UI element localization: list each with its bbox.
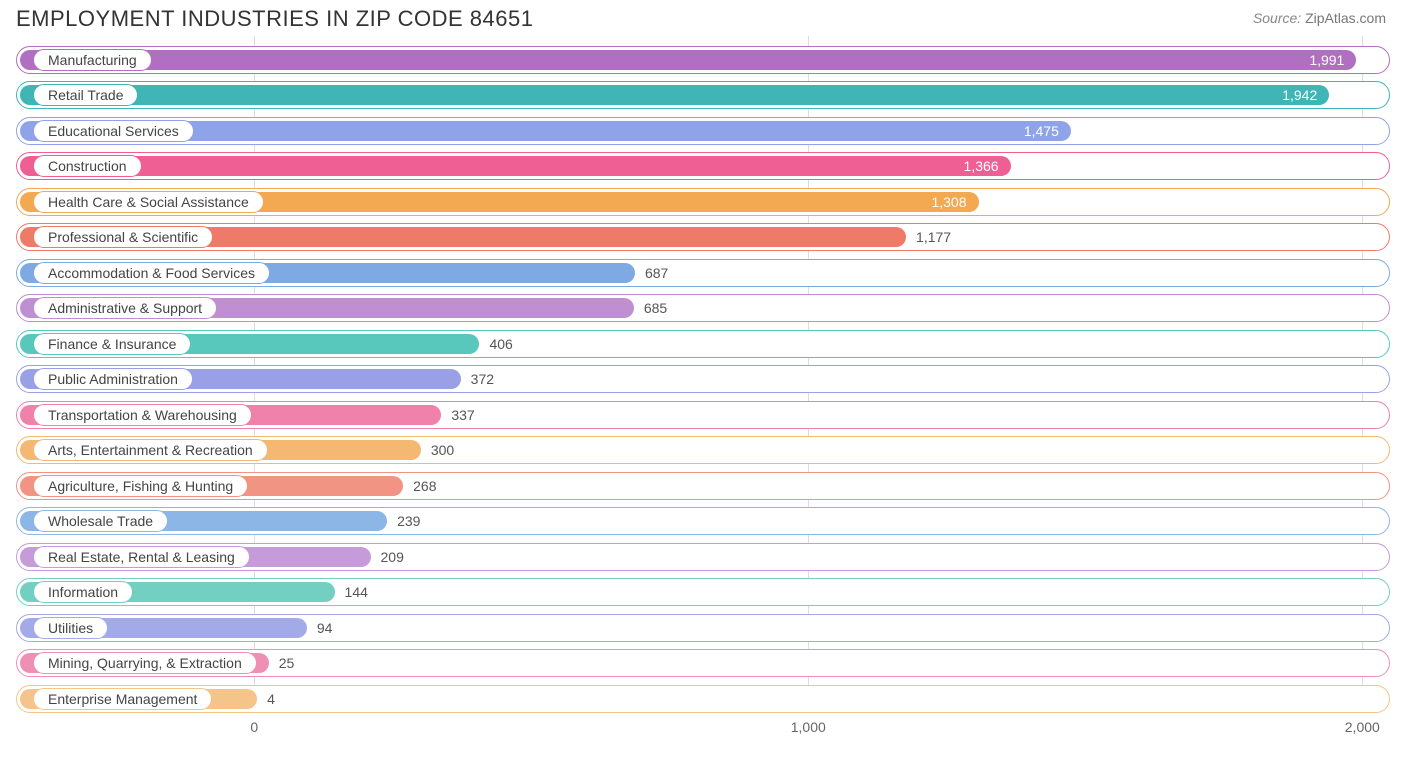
bar-track: Professional & Scientific 1,177 [16,223,1390,251]
table-row: Arts, Entertainment & Recreation 300 [16,433,1390,469]
table-row: Administrative & Support 685 [16,291,1390,327]
bar-track: Retail Trade 1,942 [16,81,1390,109]
bar-value: 25 [279,655,295,671]
category-pill: Accommodation & Food Services [33,262,270,284]
bar-track: Transportation & Warehousing 337 [16,401,1390,429]
category-pill: Utilities [33,617,108,639]
bar-track: Wholesale Trade 239 [16,507,1390,535]
chart-header: EMPLOYMENT INDUSTRIES IN ZIP CODE 84651 … [0,0,1406,36]
bar-value: 1,942 [1282,87,1317,103]
bar-track: Utilities 94 [16,614,1390,642]
bar-value: 239 [397,513,420,529]
bar-value: 687 [645,265,668,281]
category-pill: Health Care & Social Assistance [33,191,264,213]
bar-value: 144 [345,584,368,600]
source-site: ZipAtlas.com [1305,10,1386,26]
category-pill: Administrative & Support [33,297,217,319]
x-axis: 0 1,000 2,000 [16,717,1390,741]
table-row: Transportation & Warehousing 337 [16,397,1390,433]
plot-area: Manufacturing 1,991 Retail Trade 1,942 Educa… [16,36,1390,736]
table-row: Accommodation & Food Services 687 [16,255,1390,291]
bar-track: Real Estate, Rental & Leasing 209 [16,543,1390,571]
table-row: Utilities 94 [16,610,1390,646]
bar-track: Finance & Insurance 406 [16,330,1390,358]
bar-value: 268 [413,478,436,494]
bar-value: 300 [431,442,454,458]
category-pill: Enterprise Management [33,688,212,710]
bar-value: 4 [267,691,275,707]
category-pill: Mining, Quarrying, & Extraction [33,652,257,674]
bar-value: 685 [644,300,667,316]
table-row: Agriculture, Fishing & Hunting 268 [16,468,1390,504]
bar [20,156,1011,176]
category-pill: Manufacturing [33,49,152,71]
axis-tick: 0 [250,719,258,735]
category-pill: Construction [33,155,142,177]
table-row: Finance & Insurance 406 [16,326,1390,362]
category-pill: Arts, Entertainment & Recreation [33,439,268,461]
bar-value: 1,177 [916,229,951,245]
bar [20,50,1356,70]
bar-container: Manufacturing 1,991 Retail Trade 1,942 Educa… [16,36,1390,717]
bar-track: Information 144 [16,578,1390,606]
bar-value: 94 [317,620,333,636]
category-pill: Real Estate, Rental & Leasing [33,546,250,568]
category-pill: Public Administration [33,368,193,390]
bar-value: 1,991 [1309,52,1344,68]
table-row: Professional & Scientific 1,177 [16,220,1390,256]
bar-value: 406 [489,336,512,352]
table-row: Wholesale Trade 239 [16,504,1390,540]
table-row: Real Estate, Rental & Leasing 209 [16,539,1390,575]
bar-value: 372 [471,371,494,387]
table-row: Enterprise Management 4 [16,681,1390,717]
table-row: Retail Trade 1,942 [16,78,1390,114]
bar-value: 337 [451,407,474,423]
category-pill: Agriculture, Fishing & Hunting [33,475,248,497]
bar-value: 1,308 [931,194,966,210]
bar-track: Arts, Entertainment & Recreation 300 [16,436,1390,464]
bar-value: 209 [381,549,404,565]
category-pill: Finance & Insurance [33,333,191,355]
bar-track: Accommodation & Food Services 687 [16,259,1390,287]
table-row: Manufacturing 1,991 [16,42,1390,78]
table-row: Health Care & Social Assistance 1,308 [16,184,1390,220]
bar-track: Educational Services 1,475 [16,117,1390,145]
bar-track: Enterprise Management 4 [16,685,1390,713]
category-pill: Wholesale Trade [33,510,168,532]
bar-track: Construction 1,366 [16,152,1390,180]
bar-track: Health Care & Social Assistance 1,308 [16,188,1390,216]
employment-chart: Manufacturing 1,991 Retail Trade 1,942 Educa… [0,36,1406,736]
bar-track: Agriculture, Fishing & Hunting 268 [16,472,1390,500]
chart-source: Source: ZipAtlas.com [1253,6,1386,26]
axis-tick: 1,000 [791,719,826,735]
category-pill: Information [33,581,133,603]
table-row: Public Administration 372 [16,362,1390,398]
source-label: Source: [1253,10,1301,26]
category-pill: Retail Trade [33,84,138,106]
bar-value: 1,366 [964,158,999,174]
table-row: Educational Services 1,475 [16,113,1390,149]
bar-track: Public Administration 372 [16,365,1390,393]
table-row: Construction 1,366 [16,149,1390,185]
category-pill: Educational Services [33,120,194,142]
chart-title: EMPLOYMENT INDUSTRIES IN ZIP CODE 84651 [16,6,534,32]
bar [20,85,1329,105]
axis-tick: 2,000 [1345,719,1380,735]
category-pill: Professional & Scientific [33,226,213,248]
category-pill: Transportation & Warehousing [33,404,252,426]
table-row: Mining, Quarrying, & Extraction 25 [16,646,1390,682]
bar-value: 1,475 [1024,123,1059,139]
bar-track: Mining, Quarrying, & Extraction 25 [16,649,1390,677]
bar-track: Administrative & Support 685 [16,294,1390,322]
table-row: Information 144 [16,575,1390,611]
bar-track: Manufacturing 1,991 [16,46,1390,74]
